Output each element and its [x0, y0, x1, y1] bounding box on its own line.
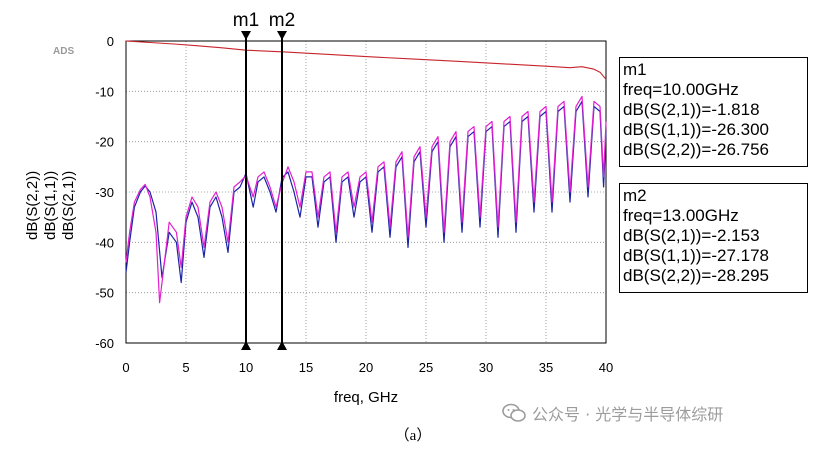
y-axis-legend: dB(S(2,2)) [24, 171, 41, 240]
x-tick-label: 20 [359, 360, 373, 375]
marker-label-m1: m1 [233, 10, 259, 31]
legend-s11: dB(S(1,1)) [42, 171, 59, 240]
legend-s22: dB(S(2,2)) [24, 171, 41, 240]
x-tick-label: 30 [479, 360, 493, 375]
series-line-s22 [125, 95, 607, 304]
m1-title: m1 [623, 60, 647, 79]
marker-layer: m1 m2 [233, 10, 295, 350]
x-axis-title: freq, GHz [334, 389, 398, 406]
m2-s21: dB(S(2,1))=-2.153 [623, 226, 760, 245]
marker-label-m2: m2 [269, 10, 295, 31]
marker-top-arrow-m1[interactable] [241, 31, 251, 40]
legend-s21-wrap: dB(S(2,1)) [60, 171, 77, 240]
legend-s21: dB(S(2,1)) [60, 171, 77, 240]
wechat-icon [502, 403, 526, 422]
ads-badge: ADS [53, 46, 74, 57]
x-tick-label: 40 [599, 360, 613, 375]
x-tick-label: 10 [239, 360, 253, 375]
plot-frame [125, 40, 607, 344]
marker-m2-readout: m2 freq=13.00GHz dB(S(2,1))=-2.153 dB(S(… [619, 183, 808, 293]
y-tick-label: -50 [95, 286, 114, 301]
m1-s11: dB(S(1,1))=-26.300 [623, 120, 769, 139]
legend-s11-wrap: dB(S(1,1)) [42, 171, 59, 240]
marker-m1-readout: m1 freq=10.00GHz dB(S(2,1))=-1.818 dB(S(… [619, 57, 808, 167]
x-tick-label: 35 [539, 360, 553, 375]
watermark: 公众号 · 光学与半导体综研 [502, 401, 723, 425]
y-tick-label: -40 [95, 235, 114, 250]
marker-bottom-arrow-m1[interactable] [241, 341, 251, 350]
x-tick-label: 5 [182, 360, 189, 375]
m2-s22: dB(S(2,2))=-28.295 [623, 266, 769, 285]
y-tick-label: -20 [95, 135, 114, 150]
m1-s21: dB(S(2,1))=-1.818 [623, 100, 760, 119]
series-line-s21 [125, 40, 607, 80]
x-tick-label: 0 [122, 360, 129, 375]
marker-bottom-arrow-m2[interactable] [277, 341, 287, 350]
x-tick-label: 25 [419, 360, 433, 375]
figure-caption: （a） [395, 427, 432, 444]
m2-s11: dB(S(1,1))=-27.178 [623, 246, 769, 265]
y-tick-label: 0 [107, 34, 114, 49]
y-tick-label: -10 [95, 84, 114, 99]
m2-freq: freq=13.00GHz [623, 206, 739, 225]
y-tick-label: -30 [95, 185, 114, 200]
m1-freq: freq=10.00GHz [623, 80, 739, 99]
x-tick-label: 15 [299, 360, 313, 375]
series-layer [125, 40, 607, 304]
y-tick-label: -60 [95, 336, 114, 351]
marker-top-arrow-m2[interactable] [277, 31, 287, 40]
m2-title: m2 [623, 186, 647, 205]
tick-labels: 0 5 10 15 20 25 30 35 40 0 -10 -20 -30 -40 -50 -60 [95, 34, 613, 375]
watermark-text: 公众号 · 光学与半导体综研 [532, 405, 724, 424]
m1-s22: dB(S(2,2))=-26.756 [623, 140, 769, 159]
grid [126, 41, 606, 343]
